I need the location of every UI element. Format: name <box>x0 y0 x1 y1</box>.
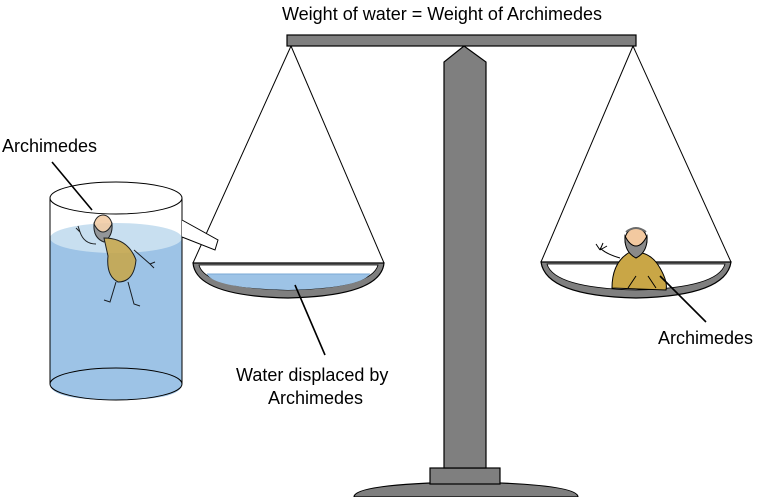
displaced-water <box>207 274 370 290</box>
scale-foot <box>429 467 501 485</box>
left-pan-strings <box>192 45 385 264</box>
water-cylinder <box>49 181 183 401</box>
label-archimedes-cylinder: Archimedes <box>2 136 98 156</box>
archimedes-seated-figure <box>595 227 667 291</box>
leader-archimedes-pan <box>659 275 707 323</box>
callout-pointer <box>181 219 219 251</box>
label-displaced-water-line2: Archimedes <box>268 388 364 408</box>
leader-displaced-water <box>294 284 326 356</box>
leader-archimedes-cylinder <box>51 161 93 211</box>
leader-lines <box>51 161 707 356</box>
label-displaced-water-line1: Water displaced by <box>236 365 389 385</box>
title: Weight of water = Weight of Archimedes <box>282 4 602 24</box>
water-surface <box>50 223 182 253</box>
label-archimedes-pan: Archimedes <box>658 328 754 348</box>
archimedes-swimming-figure <box>75 214 156 307</box>
scale-pillar <box>443 45 487 469</box>
right-pan-strings <box>540 45 732 263</box>
scale-beam <box>286 34 637 47</box>
